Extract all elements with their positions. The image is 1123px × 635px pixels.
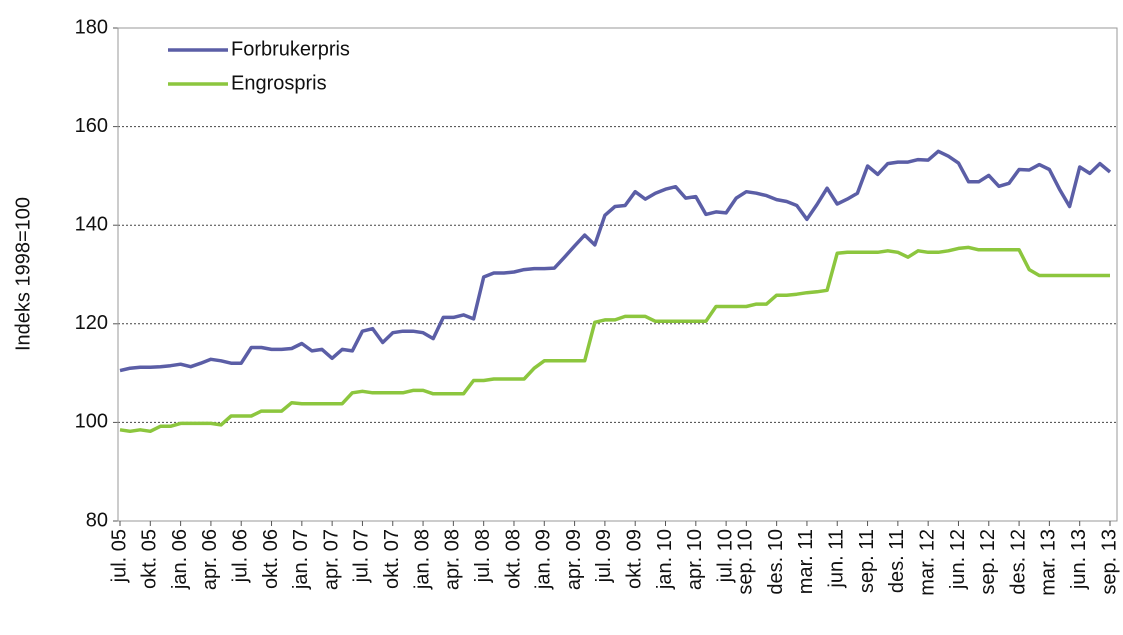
- x-tick-label: jul. 10: [714, 529, 736, 583]
- x-tick-label: des. 12: [1007, 529, 1029, 595]
- y-tick-label: 120: [75, 312, 108, 334]
- x-tick-label: jul. 07: [351, 529, 373, 583]
- x-tick-label: apr. 08: [442, 529, 464, 590]
- y-axis-title: Indeks 1998=100: [12, 197, 34, 351]
- x-tick-label: apr. 09: [563, 529, 585, 590]
- x-tick-label: jul. 09: [593, 529, 615, 583]
- x-tick-label: jan. 08: [411, 529, 433, 590]
- x-tick-label: jul. 06: [230, 529, 252, 583]
- x-tick-label: okt. 05: [139, 529, 161, 589]
- x-tick-label: des. 11: [886, 529, 908, 593]
- y-tick-label: 180: [75, 16, 108, 38]
- x-tick-label: okt. 08: [502, 529, 524, 589]
- x-tick-label: apr. 07: [320, 529, 342, 590]
- x-tick-label: jun. 12: [947, 529, 969, 590]
- x-tick-label: okt. 06: [260, 529, 282, 589]
- x-tick-label: sep. 11: [856, 529, 878, 593]
- legend-label: Engrospris: [231, 72, 327, 94]
- x-tick-label: jan. 10: [654, 529, 676, 590]
- x-tick-label: jul. 08: [472, 529, 494, 583]
- x-tick-label: jul. 05: [108, 529, 130, 583]
- x-tick-label: jun. 11: [826, 529, 848, 589]
- x-tick-label: des. 10: [765, 529, 787, 595]
- x-tick-label: jan. 09: [533, 529, 555, 590]
- x-tick-label: sep. 13: [1098, 529, 1120, 595]
- y-tick-label: 100: [75, 411, 108, 433]
- x-tick-label: jan. 06: [169, 529, 191, 590]
- x-tick-label: jan. 07: [290, 529, 312, 590]
- x-tick-label: mar. 11: [795, 529, 817, 594]
- x-tick-label: jun. 13: [1068, 529, 1090, 590]
- y-tick-label: 140: [75, 213, 108, 235]
- x-tick-label: apr. 10: [684, 529, 706, 590]
- x-tick-label: okt. 09: [623, 529, 645, 589]
- y-tick-label: 160: [75, 115, 108, 137]
- x-tick-label: apr. 06: [199, 529, 221, 590]
- x-tick-label: mar. 12: [916, 529, 938, 596]
- x-tick-label: sep. 12: [977, 529, 999, 595]
- series-line: [119, 149, 1112, 373]
- legend-label: Forbrukerpris: [231, 38, 350, 60]
- x-tick-label: mar. 13: [1038, 529, 1060, 596]
- y-tick-label: 80: [86, 509, 108, 531]
- x-tick-label: okt. 07: [381, 529, 403, 589]
- series-line: [119, 245, 1110, 434]
- x-tick-label: sep. 10: [735, 529, 757, 595]
- plot-border: [117, 27, 1118, 522]
